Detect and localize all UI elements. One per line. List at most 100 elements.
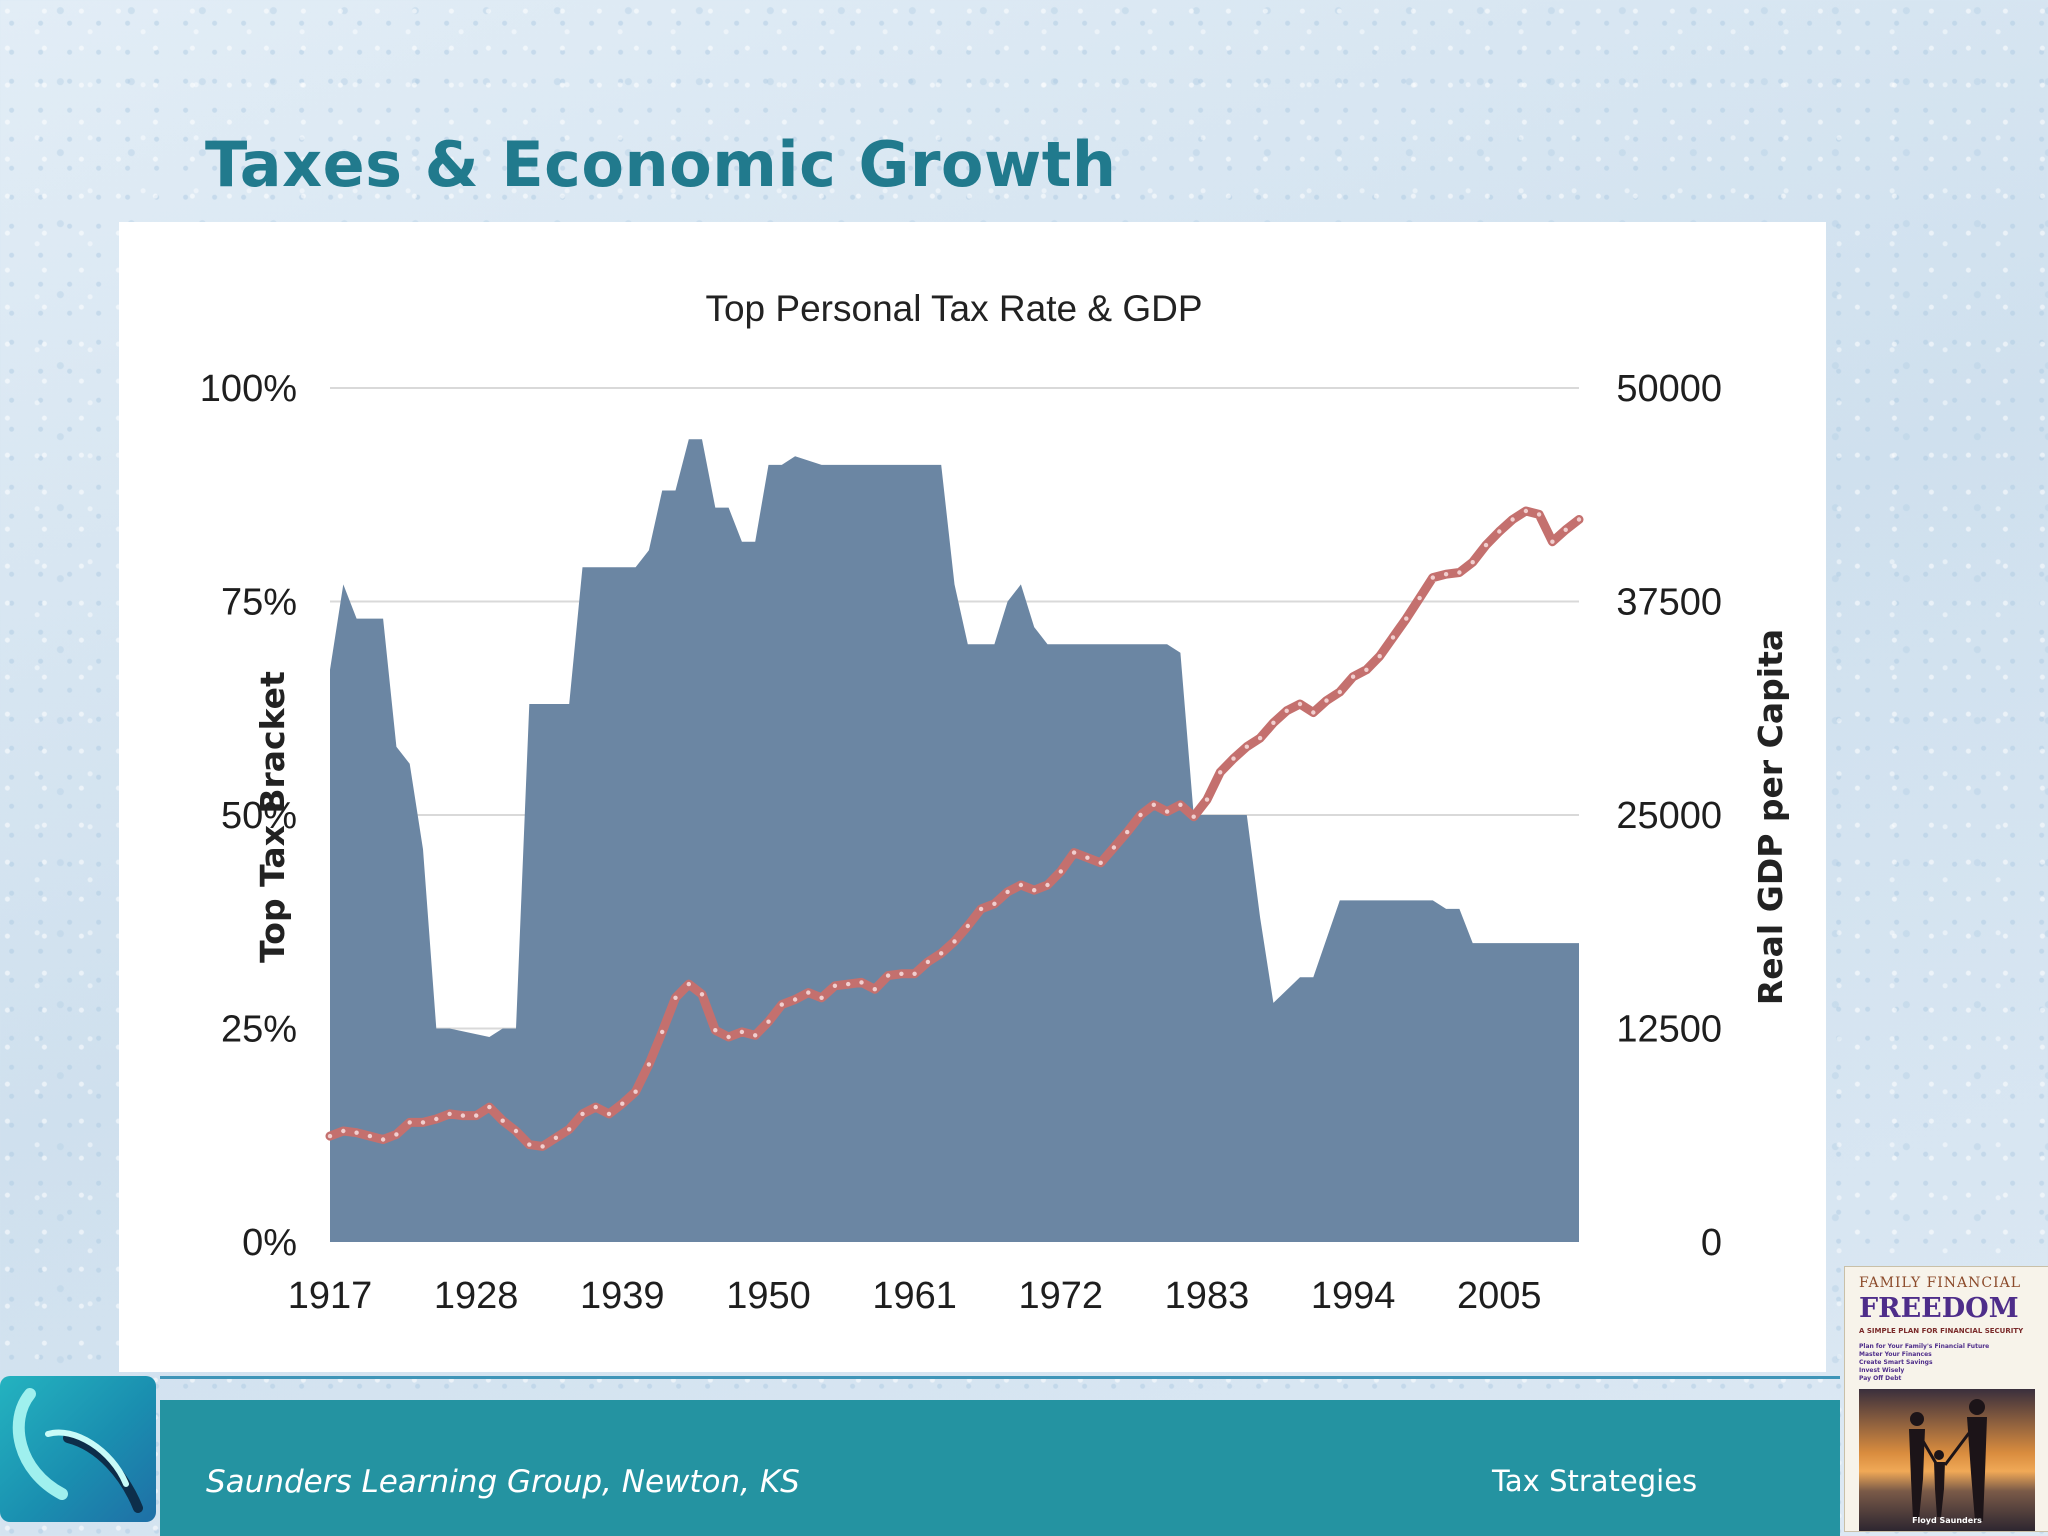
gdp-point (553, 1135, 559, 1140)
gdp-point (327, 1133, 333, 1139)
gdp-point (474, 1113, 479, 1118)
gdp-point (899, 971, 904, 976)
right-axis-label: Real GDP per Capita (1751, 629, 1790, 1005)
gdp-point (739, 1029, 745, 1035)
gdp-point (699, 992, 705, 997)
footer-topic: Tax Strategies (1492, 1464, 1698, 1498)
gdp-point (593, 1104, 598, 1110)
gdp-point (380, 1137, 386, 1142)
x-tick-label: 1983 (1165, 1275, 1250, 1317)
gdp-point (540, 1144, 545, 1149)
gdp-point (978, 906, 984, 912)
footer-organization: Saunders Learning Group, Newton, KS (206, 1464, 800, 1500)
x-tick-label: 1950 (726, 1275, 811, 1317)
gdp-point (925, 959, 931, 965)
gdp-point (859, 980, 864, 985)
x-tick-label: 1994 (1311, 1275, 1396, 1317)
book-cover-photo: Floyd Saunders (1859, 1389, 2035, 1531)
footer-divider (160, 1376, 1840, 1379)
gdp-point (1563, 527, 1568, 532)
gdp-point (580, 1111, 585, 1117)
gdp-point (939, 951, 944, 956)
gdp-point (606, 1111, 612, 1117)
gdp-point (1457, 570, 1462, 575)
x-tick-label: 1972 (1019, 1275, 1104, 1317)
tax-gdp-chart: 1917 1928 1939 1950 1961 1972 1983 1994 2005 0% 25… (200, 288, 1790, 1317)
gdp-point (713, 1028, 718, 1033)
gdp-point (500, 1118, 505, 1123)
gdp-point (1058, 869, 1063, 874)
gdp-point (1045, 882, 1050, 888)
gdp-point (1085, 855, 1090, 860)
gdp-point (673, 995, 678, 1000)
gdp-point (1005, 889, 1010, 895)
book-title: FREEDOM (1859, 1293, 2019, 1324)
gdp-point (1178, 802, 1183, 807)
gdp-point (846, 981, 851, 987)
company-logo (0, 1376, 156, 1522)
gdp-point (1098, 860, 1103, 865)
gdp-point (1430, 575, 1436, 580)
chart-title: Top Personal Tax Rate & GDP (705, 288, 1202, 329)
gdp-point (1576, 517, 1582, 522)
right-tick-label: 25000 (1616, 795, 1722, 837)
gdp-point (912, 971, 917, 976)
left-tick-label: 75% (221, 582, 297, 624)
right-tick-label: 0 (1701, 1222, 1722, 1264)
gdp-point (527, 1142, 532, 1147)
left-axis-label: Top Tax Bracket (253, 671, 292, 963)
x-tick-label: 2005 (1457, 1275, 1542, 1317)
gdp-point (367, 1133, 373, 1139)
gdp-point (1138, 812, 1143, 818)
x-tick-label: 1928 (434, 1275, 519, 1317)
gdp-point (1523, 508, 1529, 514)
gdp-point (1324, 698, 1329, 703)
gdp-point (394, 1132, 399, 1137)
gdp-point (341, 1128, 346, 1134)
gdp-point (1071, 850, 1077, 855)
book-top-line: FAMILY FINANCIAL (1859, 1275, 2022, 1291)
gdp-point (766, 1019, 771, 1024)
gdp-line-layer (325, 506, 1584, 1151)
book-cover: FAMILY FINANCIAL FREEDOM A SIMPLE PLAN F… (1844, 1266, 2048, 1532)
gdp-point (1337, 689, 1343, 695)
gdp-point (1244, 744, 1250, 749)
book-bullet: Master Your Finances (1859, 1351, 1932, 1358)
book-bullet: Plan for Your Family's Financial Future (1859, 1343, 1990, 1350)
gdp-point (885, 973, 891, 978)
slide-title: Taxes & Economic Growth (205, 128, 1117, 201)
right-tick-label: 12500 (1616, 1009, 1722, 1051)
gdp-point (1125, 829, 1130, 835)
left-tick-label: 50% (221, 795, 297, 837)
gdp-point (1032, 888, 1037, 893)
gdp-point (513, 1128, 519, 1134)
gdp-point (660, 1029, 665, 1035)
gdp-point (354, 1130, 359, 1135)
gdp-point (1443, 572, 1449, 577)
left-tick-label: 100% (200, 368, 297, 410)
gdp-point (952, 939, 957, 944)
book-author: Floyd Saunders (1912, 1516, 1982, 1525)
gdp-point (1470, 560, 1475, 565)
gdp-point (1231, 756, 1236, 761)
gdp-point (1191, 814, 1196, 819)
gdp-point (1111, 845, 1117, 850)
gdp-point (819, 995, 824, 1000)
gdp-point (1204, 797, 1210, 802)
gdp-point (872, 987, 877, 992)
gdp-point (686, 981, 691, 987)
gdp-point (407, 1120, 412, 1125)
gdp-point (1404, 616, 1409, 621)
x-tick-label: 1939 (580, 1275, 665, 1317)
gdp-point (1271, 720, 1276, 725)
gdp-point (1550, 539, 1555, 544)
gdp-point (1164, 809, 1170, 814)
gdp-point (1284, 708, 1289, 713)
gdp-point (487, 1104, 492, 1110)
gdp-point (1377, 654, 1382, 659)
gdp-point (792, 997, 798, 1002)
gdp-point (965, 923, 970, 929)
family-silhouette-icon (1909, 1399, 1987, 1521)
tax-bracket-area (330, 439, 1579, 1242)
gdp-point (633, 1089, 638, 1094)
